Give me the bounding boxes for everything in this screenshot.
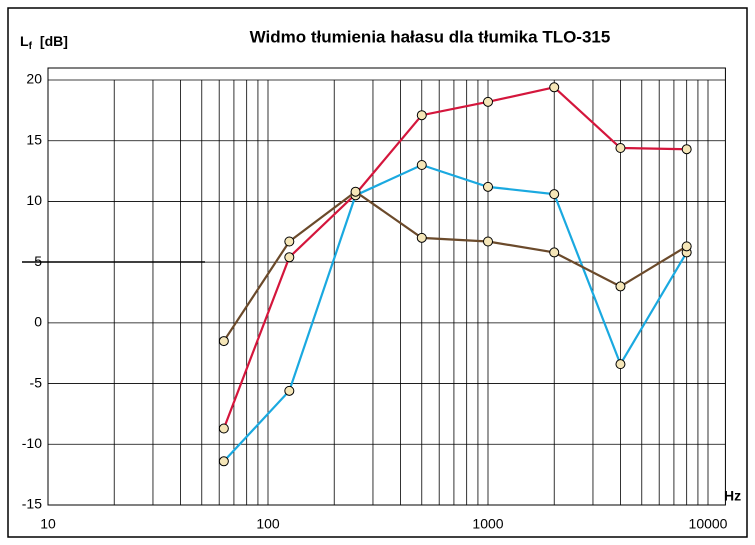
- data-point: [218, 336, 229, 347]
- data-point: [549, 82, 560, 93]
- data-point: [416, 110, 427, 121]
- x-tick-label: 100: [256, 516, 280, 532]
- plot-border: [47, 67, 726, 506]
- data-point: [284, 252, 295, 263]
- y-tick-label: 5: [34, 253, 42, 269]
- data-point: [681, 241, 692, 252]
- data-point: [218, 423, 229, 434]
- y-tick-label: -15: [22, 496, 42, 512]
- chart-title: Widmo tłumienia hałasu dla tłumika TLO-3…: [250, 27, 611, 46]
- y-label-unit: [dB]: [40, 33, 68, 49]
- data-point: [284, 236, 295, 247]
- data-point: [615, 143, 626, 153]
- y-label-main: L: [20, 33, 29, 49]
- y-tick-label: 10: [26, 192, 42, 208]
- y-tick-label: -5: [30, 374, 43, 390]
- series-line: [222, 190, 688, 342]
- data-point: [416, 232, 427, 243]
- y-axis-label: Lf [dB]: [20, 33, 68, 52]
- data-point: [615, 359, 626, 370]
- y-tick-label: -10: [22, 435, 42, 451]
- data-point: [416, 160, 427, 170]
- series-line: [222, 86, 687, 429]
- data-point: [549, 247, 560, 258]
- x-axis-label: Hz: [724, 488, 741, 504]
- data-point: [483, 181, 493, 192]
- data-point: [483, 236, 493, 247]
- y-tick-label: 0: [34, 314, 42, 330]
- x-tick-label: 10000: [689, 516, 728, 532]
- y-tick-label: 15: [26, 131, 42, 147]
- data-point: [549, 189, 560, 200]
- y-tick-label: 20: [26, 71, 42, 87]
- data-point: [681, 144, 692, 155]
- data-point: [615, 281, 626, 292]
- chart-frame: [7, 7, 748, 538]
- x-tick-label: 1000: [472, 516, 503, 532]
- data-point: [284, 385, 295, 396]
- data-point: [218, 456, 229, 467]
- y-label-sub: f: [29, 41, 33, 52]
- data-point: [483, 96, 493, 107]
- x-tick-label: 10: [40, 516, 56, 532]
- series-line: [223, 163, 688, 463]
- data-point: [350, 186, 361, 197]
